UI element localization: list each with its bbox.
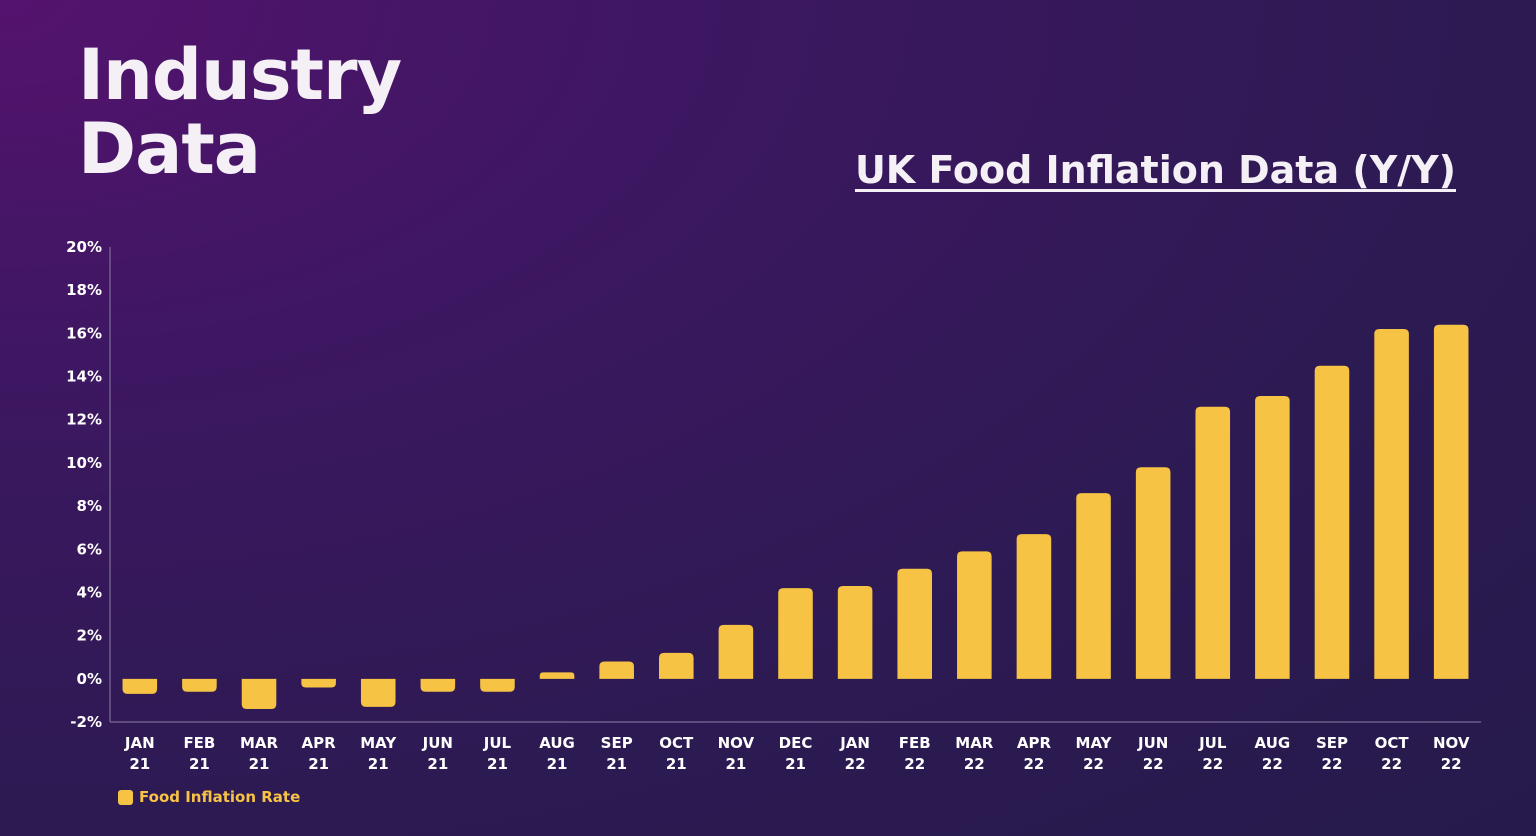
x-tick-label-month: SEP bbox=[601, 734, 633, 752]
bar bbox=[1076, 493, 1111, 679]
x-tick-label-year: 22 bbox=[1083, 755, 1104, 773]
x-tick-label-year: 22 bbox=[845, 755, 866, 773]
heading-line-2: Data bbox=[78, 108, 261, 190]
x-tick-label-year: 21 bbox=[785, 755, 806, 773]
x-tick-label-month: OCT bbox=[1375, 734, 1410, 752]
bar bbox=[241, 678, 277, 710]
x-tick-label-year: 21 bbox=[725, 755, 746, 773]
x-tick-label-year: 22 bbox=[1143, 755, 1164, 773]
bar bbox=[837, 585, 873, 679]
y-tick-label: 20% bbox=[66, 238, 102, 256]
bar bbox=[778, 588, 813, 679]
x-tick-label-month: MAY bbox=[360, 734, 397, 752]
x-tick-label-year: 22 bbox=[1381, 755, 1402, 773]
y-tick-label: 16% bbox=[66, 324, 102, 342]
x-tick-label-month: FEB bbox=[899, 734, 931, 752]
y-tick-label: 6% bbox=[77, 540, 102, 558]
y-tick-label: 14% bbox=[66, 368, 102, 386]
x-tick-label-year: 22 bbox=[1202, 755, 1223, 773]
x-tick-label-month: SEP bbox=[1316, 734, 1348, 752]
page-heading: Industry Data bbox=[78, 34, 402, 190]
heading-line-1: Industry bbox=[78, 34, 402, 116]
bar bbox=[539, 672, 575, 679]
bar bbox=[1195, 406, 1231, 679]
y-tick-label: 12% bbox=[66, 411, 102, 429]
y-tick-label: 4% bbox=[77, 583, 102, 601]
x-tick-label-year: 22 bbox=[1441, 755, 1462, 773]
chart-legend: Food Inflation Rate bbox=[118, 788, 300, 806]
bar bbox=[718, 624, 754, 679]
x-tick-label-month: AUG bbox=[539, 734, 575, 752]
x-tick-label-year: 21 bbox=[547, 755, 568, 773]
y-tick-label: 10% bbox=[66, 454, 102, 472]
x-tick-label-year: 21 bbox=[308, 755, 329, 773]
bar bbox=[182, 678, 217, 692]
x-tick-label-month: APR bbox=[1017, 734, 1052, 752]
x-tick-label-month: FEB bbox=[183, 734, 215, 752]
x-tick-label-year: 21 bbox=[606, 755, 627, 773]
x-tick-label-year: 21 bbox=[368, 755, 389, 773]
bar bbox=[360, 678, 396, 707]
x-tick-label-month: DEC bbox=[779, 734, 813, 752]
x-tick-label-month: NOV bbox=[1433, 734, 1470, 752]
x-tick-label-year: 21 bbox=[129, 755, 150, 773]
bar bbox=[1135, 467, 1171, 679]
x-tick-label-year: 22 bbox=[1322, 755, 1343, 773]
chart-title: UK Food Inflation Data (Y/Y) bbox=[854, 148, 1456, 192]
x-tick-label-year: 21 bbox=[189, 755, 210, 773]
x-tick-label-year: 21 bbox=[249, 755, 270, 773]
x-tick-label-month: MAR bbox=[955, 734, 994, 752]
legend-label: Food Inflation Rate bbox=[139, 788, 301, 806]
bar bbox=[1314, 365, 1350, 679]
bar bbox=[1255, 395, 1290, 679]
x-tick-label-year: 21 bbox=[666, 755, 687, 773]
x-tick-label-year: 21 bbox=[427, 755, 448, 773]
bar bbox=[658, 652, 694, 679]
x-tick-label-month: AUG bbox=[1255, 734, 1291, 752]
x-tick-label-month: NOV bbox=[718, 734, 755, 752]
y-tick-label: 2% bbox=[77, 627, 102, 645]
x-tick-label-month: JAN bbox=[124, 734, 155, 752]
bar bbox=[1374, 329, 1409, 679]
x-tick-label-month: OCT bbox=[659, 734, 694, 752]
x-tick-label-month: JUN bbox=[1137, 734, 1168, 752]
y-tick-label: 0% bbox=[77, 670, 102, 688]
bar bbox=[122, 678, 158, 694]
bar bbox=[1016, 534, 1052, 679]
x-tick-label-month: APR bbox=[302, 734, 337, 752]
x-tick-label-month: JUN bbox=[422, 734, 453, 752]
x-tick-label-year: 22 bbox=[1262, 755, 1283, 773]
x-tick-label-month: MAR bbox=[240, 734, 279, 752]
x-tick-label-month: MAY bbox=[1076, 734, 1113, 752]
x-tick-label-year: 22 bbox=[964, 755, 985, 773]
bar bbox=[420, 678, 456, 692]
y-tick-label: 8% bbox=[77, 497, 102, 515]
y-tick-label: -2% bbox=[70, 713, 102, 731]
x-tick-label-year: 21 bbox=[487, 755, 508, 773]
x-tick-label-year: 22 bbox=[904, 755, 925, 773]
bar bbox=[599, 661, 634, 679]
bar bbox=[301, 678, 336, 688]
bar bbox=[1433, 324, 1469, 679]
bar bbox=[957, 551, 992, 679]
legend-swatch bbox=[118, 789, 133, 805]
bar bbox=[897, 568, 933, 679]
y-tick-label: 18% bbox=[66, 281, 102, 299]
bar bbox=[480, 678, 515, 692]
x-tick-label-month: JUL bbox=[483, 734, 512, 752]
x-tick-label-month: JAN bbox=[839, 734, 870, 752]
x-tick-label-year: 22 bbox=[1023, 755, 1044, 773]
x-tick-label-month: JUL bbox=[1198, 734, 1227, 752]
